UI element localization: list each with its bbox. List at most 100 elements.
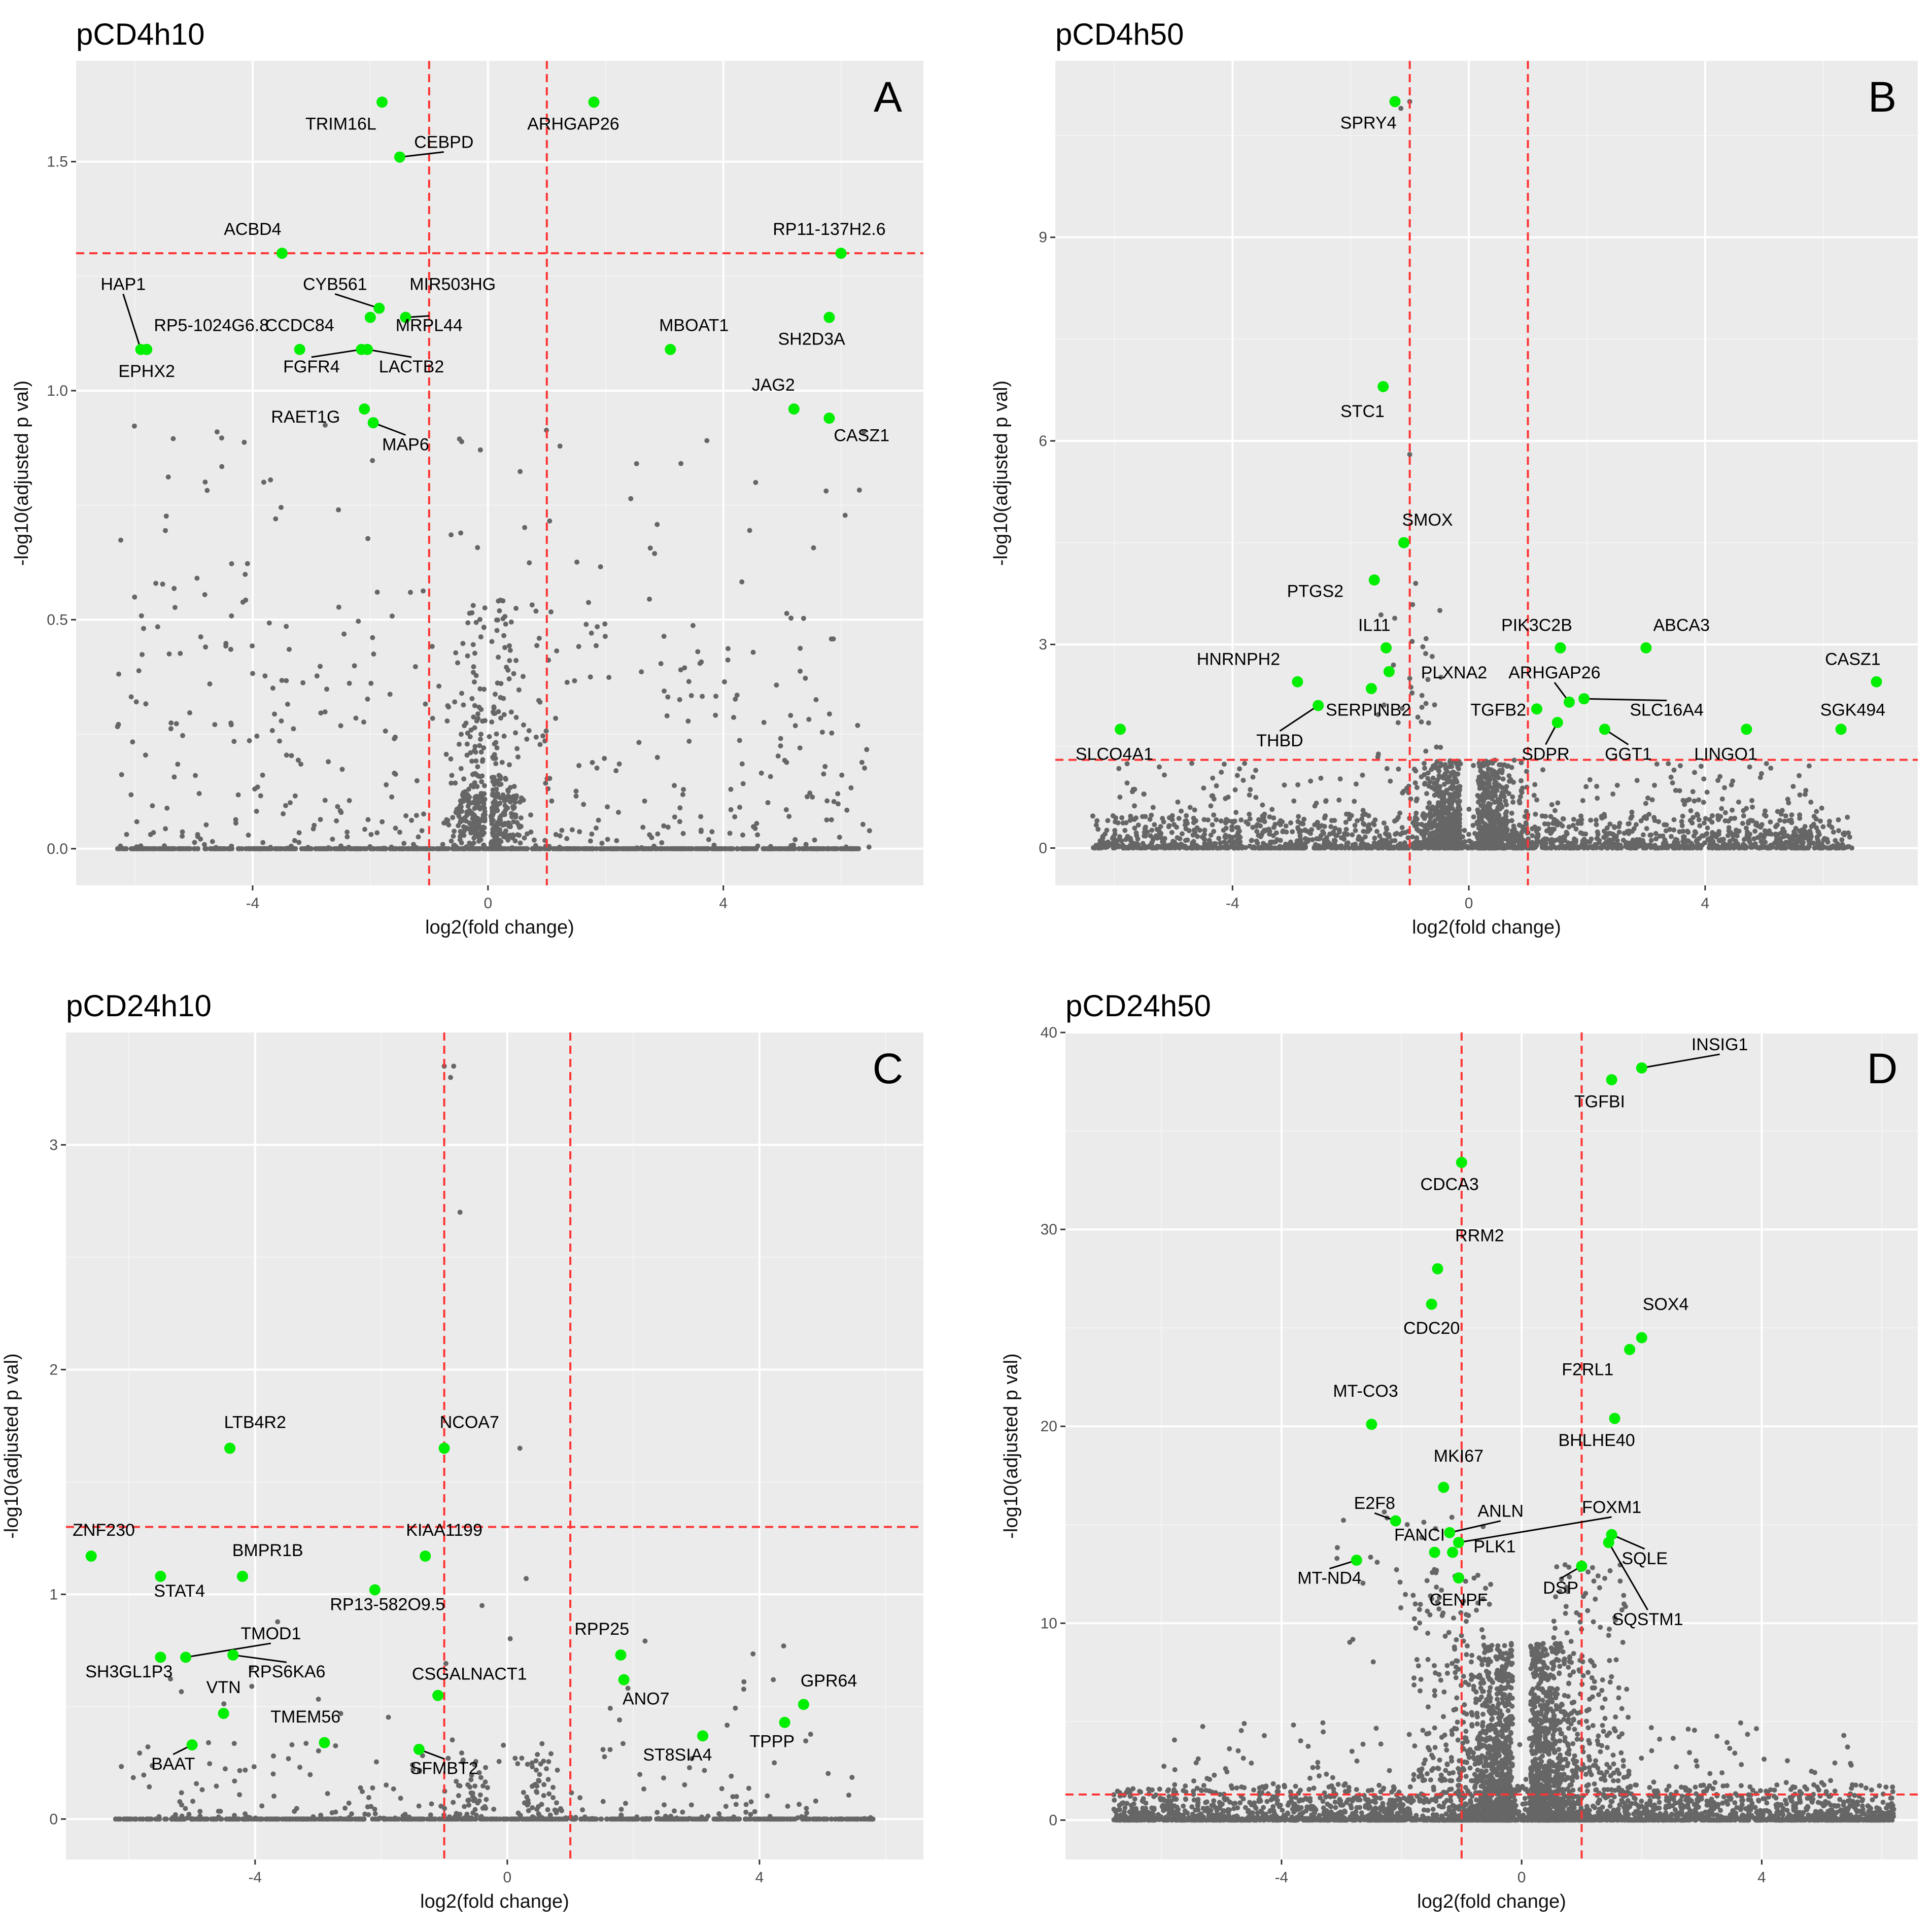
data-point [1260,830,1266,835]
data-point [324,686,329,692]
data-point [1274,837,1280,842]
data-point [1372,817,1378,822]
data-point [1611,833,1617,838]
data-point [527,560,532,566]
data-point [389,794,395,800]
data-point [1716,829,1722,834]
data-point [1713,834,1719,840]
gene-label: RAET1G [271,407,340,427]
data-point [554,648,560,653]
data-point [453,809,459,815]
data-point [1314,845,1319,850]
data-point [448,838,454,844]
data-point [1509,810,1514,816]
data-point [1409,834,1415,840]
data-point [514,820,520,825]
data-point [160,581,165,587]
data-point [503,828,508,834]
data-point [1688,808,1694,813]
data-point [1384,766,1390,771]
data-point [475,711,480,717]
data-point [1295,825,1301,831]
data-point [498,715,503,721]
data-point [235,792,241,798]
gene-label: CEBPD [414,133,473,152]
data-point [374,590,380,595]
data-point [143,752,148,758]
data-point [1369,845,1375,851]
data-point [1185,837,1190,843]
data-point [1743,825,1749,831]
data-point [1530,833,1535,838]
data-point [1471,763,1476,768]
data-point [1308,778,1314,784]
data-point [1719,796,1725,802]
data-point [534,643,540,648]
data-point [519,846,524,851]
data-point [677,805,683,811]
data-point [497,608,502,613]
data-point [1785,797,1790,802]
gene-label: RP5-1024G6.8 [154,316,269,335]
data-point [602,846,607,851]
data-point [1540,767,1545,773]
data-point [1227,844,1233,849]
data-point [1511,758,1517,763]
data-point [1242,761,1248,766]
data-point [481,799,487,804]
data-point [730,846,736,851]
data-point [1124,780,1130,786]
data-point [494,628,500,633]
data-point [1214,783,1219,788]
data-point [1328,824,1334,830]
data-point [270,685,275,691]
data-point [458,766,464,771]
data-point [1583,784,1589,789]
data-point [477,774,483,779]
data-point [223,641,229,646]
data-point [1539,813,1545,819]
data-point [536,636,542,641]
data-point [655,831,661,837]
data-point [1792,845,1798,851]
data-point [459,439,464,444]
data-point [440,842,445,847]
data-point [609,846,614,851]
gene-label: GGT1 [1605,745,1652,764]
data-point [1438,745,1443,750]
data-point [285,845,291,851]
data-point [1434,790,1440,795]
data-point [1726,828,1732,834]
data-point [482,809,488,814]
data-point [279,678,285,683]
data-point [1487,774,1493,779]
data-point [1752,829,1758,834]
x-axis-title: log2(fold change) [1412,917,1561,938]
data-point [277,846,282,851]
data-point [1702,820,1707,826]
data-point [1269,807,1275,812]
data-point [166,651,172,657]
data-point [1233,810,1239,815]
data-point [521,722,526,728]
data-point [130,739,135,745]
highlight-point-map6 [367,417,379,429]
panel-title: pCD4h50 [1055,17,1184,51]
data-point [178,650,183,656]
data-point [866,844,872,850]
data-point [1767,828,1772,834]
x-tick-label: 0 [503,1869,512,1886]
data-point [1422,766,1427,771]
data-point [436,683,442,689]
data-point [462,789,468,795]
data-point [783,807,789,812]
data-point [1730,807,1735,813]
data-point [1672,845,1677,851]
data-point [469,828,474,834]
data-point [509,845,515,850]
data-point [652,551,658,556]
data-point [1455,771,1461,777]
data-point [295,758,301,763]
gene-label: SPRY4 [1340,114,1397,133]
data-point [1316,836,1321,842]
